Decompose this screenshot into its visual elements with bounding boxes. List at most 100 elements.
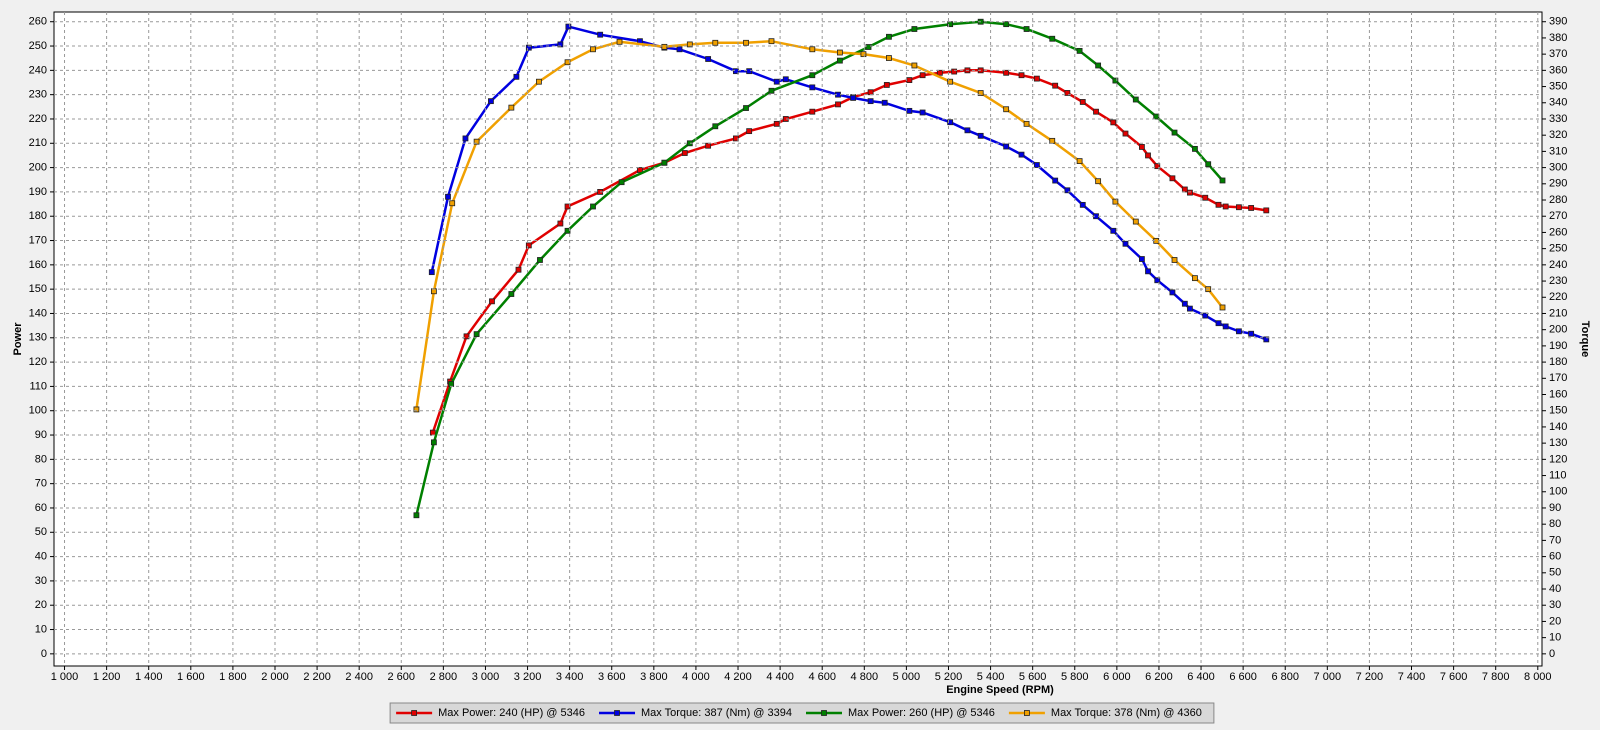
x-tick-label: 3 200: [514, 671, 542, 683]
y2-tick-label: 150: [1549, 405, 1567, 417]
data-point: [449, 200, 456, 207]
x-tick-label: 3 400: [556, 671, 584, 683]
data-point: [1023, 26, 1030, 32]
data-point: [835, 101, 841, 108]
data-point: [590, 46, 596, 53]
data-point: [705, 56, 712, 62]
data-point: [809, 72, 816, 79]
legend-marker: [411, 710, 418, 716]
data-point: [1093, 108, 1099, 115]
y-tick-label: 20: [35, 599, 47, 611]
x-tick-label: 1 600: [177, 671, 205, 683]
x-tick-label: 4 800: [851, 671, 879, 683]
x-tick-label: 5 400: [977, 671, 1005, 683]
data-point: [809, 108, 816, 115]
y2-tick-label: 190: [1549, 340, 1567, 352]
x-tick-label: 6 600: [1229, 671, 1257, 683]
data-point: [919, 72, 926, 79]
y2-tick-label: 320: [1549, 129, 1567, 141]
y2-tick-label: 330: [1549, 113, 1567, 125]
data-point: [1049, 137, 1056, 144]
data-point: [1110, 119, 1117, 126]
data-point: [1186, 189, 1193, 196]
x-tick-label: 8 000: [1524, 671, 1552, 683]
data-point: [977, 132, 984, 139]
data-point: [1222, 323, 1229, 330]
y2-tick-label: 310: [1549, 145, 1567, 157]
y2-tick-label: 110: [1549, 469, 1567, 481]
data-point: [919, 109, 926, 116]
data-point: [1112, 77, 1119, 84]
y2-tick-label: 100: [1549, 486, 1567, 498]
data-point: [428, 269, 435, 276]
data-point: [508, 104, 515, 111]
data-point: [1145, 268, 1151, 275]
legend-marker: [614, 710, 620, 716]
y-tick-label: 120: [29, 356, 47, 368]
x-tick-label: 1 000: [51, 671, 79, 683]
data-point: [686, 41, 693, 48]
legend-box: [389, 702, 1215, 724]
y-tick-label: 170: [29, 234, 47, 246]
data-point: [515, 266, 522, 273]
y-axis-title: Power: [12, 322, 24, 356]
data-point: [565, 23, 572, 30]
legend-item: Max Power: 240 (HP) @ 5346: [396, 707, 585, 719]
data-point: [1003, 21, 1010, 28]
x-tick-label: 5 800: [1061, 671, 1089, 683]
y2-tick-label: 20: [1549, 615, 1561, 627]
data-point: [536, 78, 542, 85]
x-tick-label: 7 000: [1314, 671, 1342, 683]
data-point: [1052, 177, 1059, 184]
data-point: [705, 142, 712, 149]
y2-tick-label: 250: [1549, 243, 1567, 255]
y2-tick-label: 90: [1549, 502, 1561, 514]
legend-marker: [821, 710, 827, 716]
y-tick-label: 140: [29, 307, 47, 319]
data-point: [557, 41, 564, 48]
data-point: [883, 82, 890, 88]
data-point: [513, 73, 520, 80]
data-point: [1192, 275, 1198, 282]
x-tick-label: 6 200: [1145, 671, 1173, 683]
data-point: [1248, 205, 1255, 211]
data-point: [947, 78, 954, 85]
data-point: [1122, 240, 1129, 247]
y2-tick-label: 170: [1549, 372, 1567, 384]
y2-tick-label: 200: [1549, 324, 1567, 336]
data-point: [1236, 204, 1242, 211]
y-tick-label: 260: [29, 16, 47, 28]
data-point: [768, 87, 775, 94]
data-point: [473, 138, 480, 145]
data-point: [1171, 129, 1178, 136]
y-tick-label: 60: [35, 502, 47, 514]
y2-tick-label: 340: [1549, 97, 1567, 109]
data-point: [746, 68, 753, 75]
data-point: [850, 95, 857, 101]
x-axis-title: Engine Speed (RPM): [946, 684, 1054, 696]
data-point: [1169, 175, 1176, 182]
x-tick-label: 2 800: [430, 671, 458, 683]
data-point: [1154, 163, 1161, 170]
y2-tick-label: 40: [1549, 583, 1561, 595]
data-point: [886, 55, 892, 61]
legend: Max Power: 240 (HP) @ 5346 Max Torque: 38…: [389, 702, 1215, 724]
data-point: [1139, 144, 1145, 150]
y2-tick-label: 380: [1549, 32, 1567, 44]
data-point: [886, 33, 892, 40]
data-point: [768, 38, 775, 45]
data-point: [906, 77, 913, 83]
plot: [413, 18, 1270, 519]
data-point: [1248, 330, 1255, 337]
plot-area: [53, 11, 1543, 667]
legend-item: Max Torque: 378 (Nm) @ 4360: [1008, 707, 1202, 719]
data-point: [1153, 113, 1160, 120]
data-point: [1003, 69, 1010, 76]
y2-tick-label: 390: [1549, 16, 1567, 28]
data-point: [618, 179, 625, 186]
x-tick-label: 4 200: [724, 671, 752, 683]
x-tick-label: 7 600: [1440, 671, 1468, 683]
data-point: [1003, 143, 1010, 150]
data-point: [1132, 96, 1139, 103]
y2-tick-label: 70: [1549, 534, 1561, 546]
